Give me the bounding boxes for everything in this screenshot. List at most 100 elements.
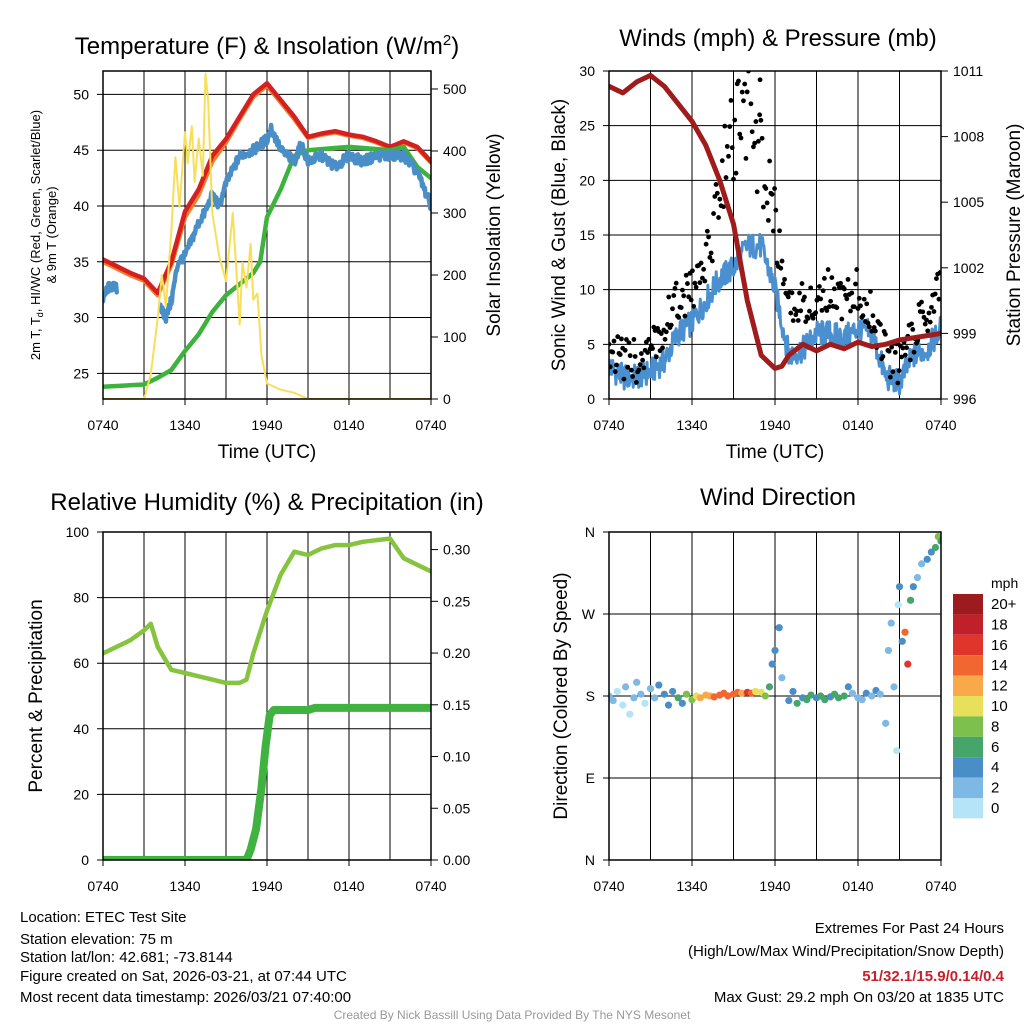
gust-point [633, 379, 639, 385]
gust-point [680, 287, 685, 293]
gust-point [754, 189, 760, 195]
gust-point [805, 315, 811, 321]
gust-point [758, 117, 764, 123]
gust-point [682, 313, 688, 319]
gust-point [845, 277, 851, 282]
gust-point [779, 258, 785, 264]
gust-point [701, 266, 707, 272]
gust-point [629, 367, 634, 373]
gust-point [624, 337, 629, 342]
gust-point [849, 290, 855, 296]
gust-point [878, 322, 883, 327]
y2-tick-label: 1005 [953, 194, 984, 210]
gust-point [673, 280, 679, 286]
y2-tick-label: 1008 [953, 129, 984, 145]
gust-point [610, 349, 616, 355]
gust-point [870, 313, 876, 319]
temp-panel: 0740 1340 1940 0140 074025303540455001002003… [73, 70, 467, 433]
gust-point [690, 268, 695, 274]
direction-point [775, 624, 783, 632]
direction-point [923, 555, 931, 563]
legend-label: 2 [991, 780, 999, 797]
direction-point [803, 696, 811, 704]
legend-label: 20+ [991, 596, 1017, 613]
direction-point [895, 583, 904, 591]
legend-swatch [953, 777, 983, 798]
max-gust-text: Max Gust: 29.2 mph On 03/20 at 1835 UTC [714, 989, 1004, 1006]
direction-point [633, 678, 641, 686]
gust-point [780, 281, 786, 287]
gust-point [931, 309, 937, 314]
direction-point [868, 692, 876, 700]
legend-swatch [953, 655, 983, 676]
gust-point [764, 200, 770, 206]
gust-point [622, 347, 628, 353]
x-tick-label: 0740 [87, 417, 118, 433]
direction-point [613, 687, 621, 696]
gust-point [706, 234, 711, 240]
gust-point [681, 293, 687, 299]
legend-swatch [953, 594, 983, 615]
gust-point [927, 319, 933, 325]
direction-point [904, 660, 912, 668]
x-tick-label: 0740 [925, 878, 956, 894]
direction-point [840, 692, 848, 700]
gust-point [671, 293, 677, 298]
legend-swatch [953, 716, 983, 737]
direction-point [619, 701, 627, 709]
gust-point [691, 303, 697, 309]
recent-data-text: Most recent data timestamp: 2026/03/21 0… [20, 989, 351, 1006]
gust-point [748, 101, 754, 107]
direction-point [918, 560, 926, 568]
y-tick-label: 80 [73, 590, 89, 606]
gust-point [934, 276, 939, 281]
direction-point [768, 660, 776, 668]
gust-point [920, 309, 926, 315]
y2-tick-label: 500 [443, 81, 467, 97]
gust-point [663, 329, 669, 335]
direction-point [630, 694, 638, 702]
gust-point [861, 296, 867, 302]
direction-point [862, 689, 870, 697]
x-tick-label: 1940 [251, 878, 282, 894]
direction-point [876, 690, 884, 698]
y-tick-label: 15 [579, 227, 595, 243]
y2-tick-label: 0.30 [443, 542, 470, 558]
gust-point [769, 191, 775, 197]
gust-point [716, 215, 721, 220]
legend-label: 16 [991, 637, 1008, 654]
x-tick-label: 0740 [593, 878, 624, 894]
gust-point [825, 267, 831, 272]
gust-point [753, 119, 759, 124]
temp-x-axis-title: Time (UTC) [218, 442, 317, 463]
y2-tick-label: 996 [953, 391, 977, 407]
gust-point [839, 316, 845, 322]
gust-point [770, 228, 776, 234]
gust-point [882, 331, 888, 337]
gust-point [818, 296, 824, 302]
gust-point [828, 298, 834, 304]
direction-point [913, 573, 922, 582]
temp-panel-title: Temperature (F) & Insolation (W/m2) [75, 32, 459, 60]
direction-point [906, 596, 915, 604]
x-tick-label: 1340 [676, 878, 707, 894]
y-tick-label: 5 [587, 336, 595, 352]
gust-point [724, 144, 730, 149]
direction-point [894, 601, 902, 609]
gust-point [895, 380, 901, 386]
rh-series [103, 536, 431, 860]
rh-y-axis-title: Percent & Precipitation [26, 599, 47, 792]
x-tick-label: 0140 [333, 878, 364, 894]
gust-point [889, 344, 895, 350]
x-tick-label: 1340 [169, 878, 200, 894]
x-tick-label: 0740 [925, 417, 956, 433]
legend-swatch [953, 675, 983, 696]
gust-point [851, 304, 857, 310]
y-tick-label: 30 [579, 63, 595, 79]
gust-point [741, 98, 746, 104]
legend-label: 6 [991, 739, 999, 756]
gust-point [909, 321, 914, 327]
y2-tick-label: 0.10 [443, 749, 470, 765]
direction-point [835, 694, 843, 702]
gust-point [630, 374, 636, 379]
